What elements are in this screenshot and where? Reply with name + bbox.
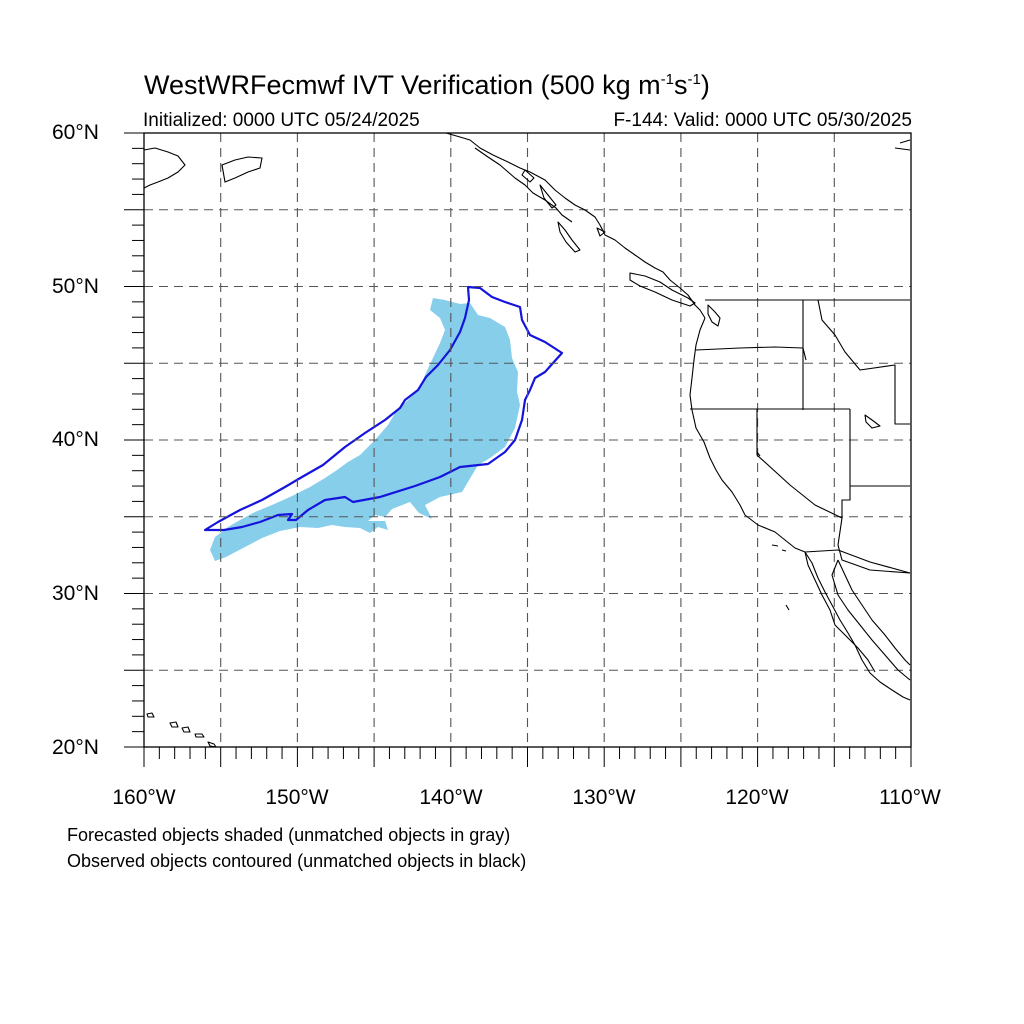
vancouver-island — [629, 272, 696, 307]
title-suffix: ) — [700, 70, 710, 100]
alaska-bc-coastline — [445, 132, 706, 319]
map-title: WestWRFecmwf IVT Verification (500 kg m-… — [144, 70, 710, 101]
lon-label-110w: 110°W — [879, 786, 941, 809]
alaska-peninsula — [143, 147, 186, 189]
lon-label-130w: 130°W — [572, 786, 636, 809]
washington-oregon-border — [695, 346, 807, 361]
title-prefix: WestWRFecmwf IVT Verification (500 kg m — [144, 70, 661, 100]
axis-ticks — [124, 132, 912, 767]
us-mexico-border — [804, 549, 911, 574]
lon-label-160w: 160°W — [112, 786, 176, 809]
valid-time: F-144: Valid: 0000 UTC 05/30/2025 — [613, 110, 912, 131]
legend-forecast: Forecasted objects shaded (unmatched obj… — [67, 825, 511, 845]
nevada-california-border — [756, 409, 843, 519]
gulf-of-california — [831, 559, 911, 681]
forecast-ivt-object — [210, 298, 520, 561]
graticule — [144, 133, 911, 747]
southeast-alaska-islands — [521, 169, 606, 237]
coastlines-and-borders — [143, 132, 911, 748]
lon-label-150w: 150°W — [265, 786, 329, 809]
title-exp1: -1 — [660, 71, 674, 88]
alaska-panhandle-coast — [474, 147, 573, 223]
channel-islands — [771, 544, 790, 611]
lat-label-20n: 20°N — [52, 736, 99, 759]
idaho-montana-border — [817, 299, 910, 425]
arizona-border — [837, 517, 911, 574]
nevada-east-border — [841, 409, 851, 518]
lake-tahoe — [756, 451, 761, 457]
haida-gwaii — [557, 221, 581, 253]
initialized-time: Initialized: 0000 UTC 05/24/2025 — [143, 110, 420, 131]
observed-ivt-contour — [203, 285, 564, 532]
kodiak-region — [221, 156, 263, 183]
kenai-coast — [894, 139, 911, 151]
puget-sound — [707, 304, 721, 327]
legend-observed: Observed objects contoured (unmatched ob… — [67, 851, 527, 871]
lat-label-60n: 60°N — [52, 121, 99, 144]
lat-label-50n: 50°N — [52, 275, 99, 298]
lat-label-40n: 40°N — [52, 428, 99, 451]
us-west-coastline — [689, 317, 911, 701]
baja-california — [804, 551, 876, 673]
title-middle: s — [673, 70, 688, 100]
title-exp2: -1 — [687, 71, 701, 88]
great-salt-lake — [864, 414, 881, 429]
lat-label-30n: 30°N — [52, 582, 99, 605]
hawaii-islands — [146, 712, 217, 748]
lon-label-140w: 140°W — [419, 786, 483, 809]
lon-label-120w: 120°W — [725, 786, 789, 809]
